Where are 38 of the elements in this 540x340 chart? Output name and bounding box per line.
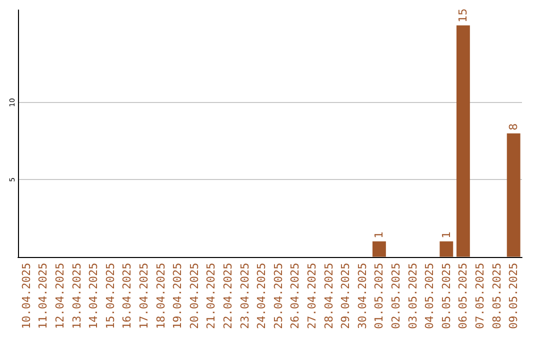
bar: [440, 241, 454, 257]
data-label: 15: [456, 8, 470, 22]
x-tick-label: 30.04.2025: [356, 262, 369, 330]
x-tick-label: 20.04.2025: [188, 262, 201, 330]
x-tick-label: 02.05.2025: [390, 262, 402, 330]
bar: [456, 25, 470, 257]
x-tick-label: 10.04.2025: [20, 262, 33, 330]
bar: [506, 133, 520, 257]
data-label: 1: [372, 231, 386, 238]
x-tick-label: 25.04.2025: [272, 262, 285, 330]
bar: [372, 241, 386, 257]
x-tick-label: 11.04.2025: [36, 262, 50, 330]
x-tick-label: 19.04.2025: [171, 262, 184, 330]
x-tick-label: 05.05.2025: [440, 262, 453, 330]
x-tick-label: 17.04.2025: [138, 262, 150, 330]
x-tick-label: 07.05.2025: [474, 262, 486, 330]
x-tick-label: 22.04.2025: [222, 262, 234, 330]
x-tick-label: 24.04.2025: [255, 262, 268, 330]
x-tick-label: 18.04.2025: [154, 262, 168, 330]
x-tick-label: 21.04.2025: [204, 262, 218, 330]
x-tick-label: 08.05.2025: [490, 262, 504, 330]
x-tick-label: 09.05.2025: [507, 262, 520, 330]
x-tick-label: 12.04.2025: [54, 262, 66, 330]
x-tick-label: 01.05.2025: [372, 262, 386, 330]
data-label: 1: [440, 231, 453, 238]
x-tick-label: 03.05.2025: [406, 262, 420, 330]
x-tick-label: 15.04.2025: [104, 262, 117, 330]
data-label: 8: [507, 123, 520, 130]
x-tick-label: 04.05.2025: [423, 262, 436, 330]
x-tick-label: 13.04.2025: [70, 262, 84, 330]
x-tick-label: 06.05.2025: [456, 262, 470, 330]
x-tick-label: 29.04.2025: [339, 262, 352, 330]
x-tick-label: 28.04.2025: [322, 262, 336, 330]
x-tick-label: 27.04.2025: [306, 262, 318, 330]
x-tick-label: 23.04.2025: [238, 262, 252, 330]
x-tick-label: 14.04.2025: [87, 262, 100, 330]
x-tick-label: 16.04.2025: [120, 262, 134, 330]
x-tick-label: 26.04.2025: [288, 262, 302, 330]
